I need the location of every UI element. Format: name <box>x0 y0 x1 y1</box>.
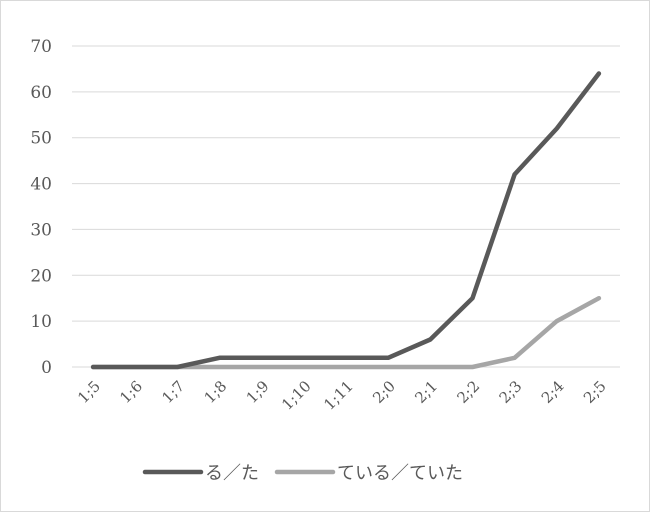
y-tick-label: 30 <box>30 220 52 240</box>
x-tick-label: 2;4 <box>538 377 568 407</box>
x-tick-label: 1;9 <box>243 377 273 407</box>
x-tick-label: 1;5 <box>74 377 104 407</box>
y-tick-label: 10 <box>30 312 52 332</box>
legend-label-0: る／た <box>205 463 259 484</box>
x-tick-label: 2;1 <box>411 377 441 407</box>
x-tick-label: 1;10 <box>278 377 315 414</box>
y-tick-label: 50 <box>30 129 52 149</box>
y-tick-label: 40 <box>30 175 52 195</box>
x-tick-label: 1;8 <box>201 377 231 407</box>
series-lines <box>90 71 602 370</box>
x-tick-label: 1;11 <box>320 377 357 414</box>
x-tick-label: 2;5 <box>580 377 610 407</box>
gridlines <box>72 45 620 322</box>
x-tick-label: 1;7 <box>158 377 188 407</box>
y-tick-label: 60 <box>30 83 52 103</box>
x-axis-tick-labels: 1;5 1;6 1;7 1;8 1;9 1;10 1;11 2;0 2;1 2;2 2;3 2;4 2;… <box>74 377 610 414</box>
x-tick-label: 2;2 <box>453 377 483 407</box>
x-tick-label: 2;3 <box>496 377 526 407</box>
x-tick-label: 1;6 <box>116 377 146 407</box>
y-tick-label: 0 <box>41 358 52 378</box>
y-tick-label: 20 <box>30 266 52 286</box>
legend-label-1: ている／ていた <box>337 463 463 484</box>
y-tick-label: 70 <box>30 37 52 57</box>
y-axis-tick-labels: 0 10 20 30 40 50 60 70 <box>30 37 52 378</box>
legend: る／た ている／ていた <box>142 463 463 484</box>
x-tick-label: 2;0 <box>369 377 399 407</box>
series-line-0 <box>90 71 602 370</box>
